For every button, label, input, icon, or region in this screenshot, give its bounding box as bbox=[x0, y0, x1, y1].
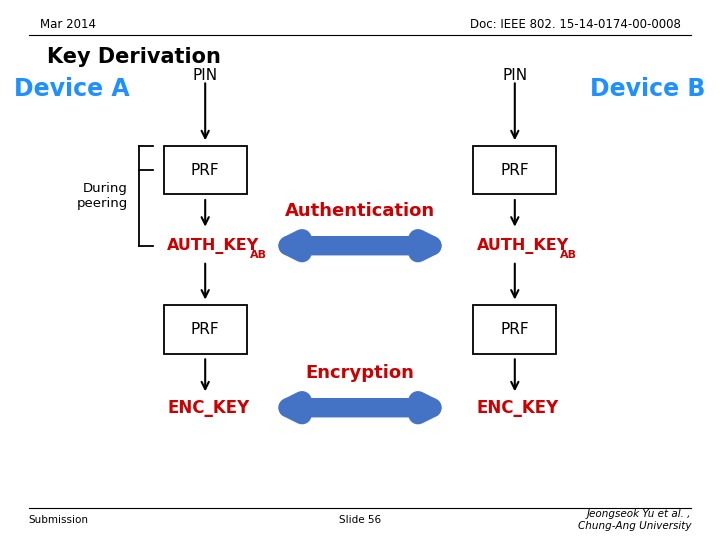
FancyBboxPatch shape bbox=[474, 305, 556, 354]
FancyBboxPatch shape bbox=[474, 146, 556, 194]
Text: PRF: PRF bbox=[191, 322, 220, 337]
Text: PIN: PIN bbox=[503, 68, 527, 83]
Text: During
peering: During peering bbox=[76, 182, 128, 210]
Text: Doc: IEEE 802. 15-14-0174-00-0008: Doc: IEEE 802. 15-14-0174-00-0008 bbox=[469, 18, 680, 31]
Text: Authentication: Authentication bbox=[285, 201, 435, 220]
Text: ENC_KEY: ENC_KEY bbox=[477, 399, 559, 417]
Text: AUTH_KEY: AUTH_KEY bbox=[167, 238, 260, 254]
Text: PRF: PRF bbox=[191, 163, 220, 178]
Text: Device A: Device A bbox=[14, 77, 130, 101]
Text: Mar 2014: Mar 2014 bbox=[40, 18, 96, 31]
Text: PIN: PIN bbox=[193, 68, 217, 83]
FancyBboxPatch shape bbox=[163, 305, 246, 354]
Text: Slide 56: Slide 56 bbox=[339, 515, 381, 525]
Text: AUTH_KEY: AUTH_KEY bbox=[477, 238, 570, 254]
Text: AB: AB bbox=[560, 251, 577, 260]
Text: Device B: Device B bbox=[590, 77, 706, 101]
Text: PRF: PRF bbox=[500, 322, 529, 337]
Text: Jeongseok Yu et al. ,
Chung-Ang University: Jeongseok Yu et al. , Chung-Ang Universi… bbox=[577, 509, 691, 531]
Text: AB: AB bbox=[251, 251, 267, 260]
Text: Submission: Submission bbox=[29, 515, 89, 525]
Text: Encryption: Encryption bbox=[305, 363, 415, 382]
Text: Key Derivation: Key Derivation bbox=[47, 46, 220, 67]
Text: ENC_KEY: ENC_KEY bbox=[167, 399, 250, 417]
Text: PRF: PRF bbox=[500, 163, 529, 178]
FancyBboxPatch shape bbox=[163, 146, 246, 194]
